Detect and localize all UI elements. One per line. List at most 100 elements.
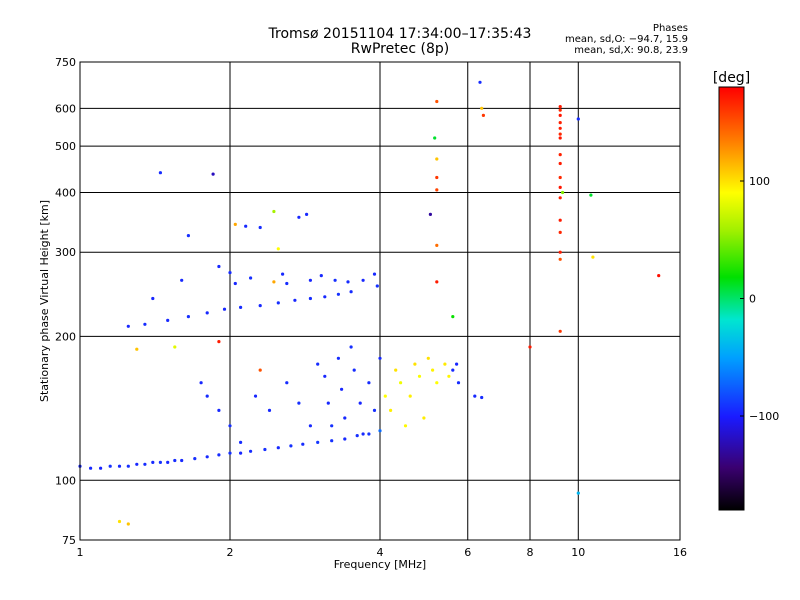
data-point bbox=[428, 212, 432, 216]
data-point bbox=[228, 424, 232, 428]
data-point bbox=[358, 401, 362, 405]
data-point bbox=[228, 271, 232, 275]
y-tick-label: 100 bbox=[55, 474, 76, 487]
data-point bbox=[186, 234, 190, 238]
data-point bbox=[346, 280, 350, 284]
data-point bbox=[333, 278, 337, 282]
y-tick-label: 500 bbox=[55, 140, 76, 153]
data-point bbox=[480, 106, 484, 110]
data-point bbox=[281, 272, 285, 276]
data-point bbox=[558, 132, 562, 136]
data-point bbox=[217, 340, 221, 344]
data-point bbox=[186, 315, 190, 319]
data-point bbox=[297, 215, 301, 219]
data-point bbox=[193, 457, 197, 461]
y-tick-label: 75 bbox=[62, 534, 76, 547]
data-point bbox=[589, 193, 593, 197]
data-point bbox=[305, 212, 309, 216]
data-point bbox=[389, 408, 393, 412]
y-tick-label: 400 bbox=[55, 186, 76, 199]
data-point bbox=[276, 446, 280, 450]
y-axis-ticks: 75 100 200 300 400 500 600 750 bbox=[55, 56, 76, 547]
data-point bbox=[558, 161, 562, 166]
data-point bbox=[455, 362, 459, 366]
colorbar-tick-label: 0 bbox=[749, 293, 756, 306]
data-point bbox=[285, 381, 289, 385]
data-point bbox=[435, 157, 439, 161]
data-point bbox=[408, 394, 412, 398]
colorbar-ticks: 100 0 −100 bbox=[740, 175, 779, 423]
data-point bbox=[558, 250, 562, 254]
data-point bbox=[211, 172, 215, 176]
data-point bbox=[435, 188, 439, 192]
x-axis-ticks: 1 2 4 6 8 10 16 bbox=[77, 546, 688, 559]
data-point bbox=[473, 394, 477, 398]
data-point bbox=[413, 362, 417, 366]
data-point bbox=[378, 429, 382, 433]
data-point bbox=[301, 442, 305, 446]
data-point bbox=[558, 121, 562, 125]
x-tick-label: 10 bbox=[571, 546, 585, 559]
data-point bbox=[316, 362, 320, 366]
data-point bbox=[576, 117, 580, 121]
phase-statistics: Phases mean, sd,O: −94.7, 15.9 mean, sd,… bbox=[565, 23, 688, 56]
data-point bbox=[343, 416, 347, 420]
data-point bbox=[293, 298, 297, 302]
data-point bbox=[591, 255, 595, 259]
data-point bbox=[108, 464, 112, 468]
data-point bbox=[222, 307, 227, 311]
data-point bbox=[481, 113, 485, 117]
data-point bbox=[558, 105, 562, 109]
data-point bbox=[205, 311, 209, 315]
data-point bbox=[285, 281, 289, 286]
phase-stats-x-mode: mean, sd,X: 90.8, 23.9 bbox=[574, 45, 688, 56]
colorbar-tick-label: −100 bbox=[749, 410, 779, 423]
data-point bbox=[308, 424, 312, 428]
y-tick-label: 600 bbox=[55, 102, 76, 115]
data-point bbox=[431, 368, 435, 372]
data-point bbox=[126, 522, 130, 526]
data-point bbox=[435, 243, 439, 247]
data-point bbox=[330, 424, 334, 428]
data-point bbox=[417, 374, 422, 378]
data-point bbox=[451, 315, 455, 319]
data-point bbox=[143, 322, 147, 326]
data-point bbox=[433, 136, 437, 140]
data-point bbox=[249, 276, 253, 280]
colorbar-tick-label: 100 bbox=[749, 175, 770, 188]
data-point bbox=[258, 304, 262, 308]
data-point bbox=[372, 272, 377, 276]
data-point bbox=[217, 408, 221, 412]
data-point bbox=[558, 257, 562, 261]
grid-lines bbox=[80, 62, 680, 540]
data-point bbox=[451, 368, 455, 372]
data-point bbox=[263, 447, 267, 452]
data-point bbox=[558, 126, 562, 130]
data-point bbox=[378, 356, 382, 360]
plot-frame bbox=[79, 61, 681, 541]
chart-title: Tromsø 20151104 17:34:00–17:35:43 bbox=[268, 26, 532, 42]
data-point bbox=[239, 305, 243, 309]
data-point bbox=[361, 432, 365, 436]
data-point bbox=[158, 460, 162, 464]
data-point bbox=[173, 458, 177, 463]
data-point bbox=[352, 368, 356, 372]
data-point bbox=[558, 218, 562, 222]
data-point bbox=[89, 466, 93, 470]
y-axis-label: Stationary phase Virtual Height [km] bbox=[38, 200, 51, 402]
data-point bbox=[394, 368, 398, 372]
data-point bbox=[308, 278, 312, 282]
data-point bbox=[367, 381, 371, 385]
data-point bbox=[330, 439, 334, 443]
data-point bbox=[558, 153, 562, 157]
data-point bbox=[233, 281, 237, 286]
data-point bbox=[558, 185, 562, 189]
data-point bbox=[443, 362, 447, 366]
data-point bbox=[244, 224, 248, 228]
data-point bbox=[205, 394, 209, 398]
y-tick-label: 200 bbox=[55, 330, 76, 343]
data-point bbox=[166, 318, 170, 322]
data-point bbox=[151, 296, 155, 301]
data-point bbox=[117, 464, 122, 468]
